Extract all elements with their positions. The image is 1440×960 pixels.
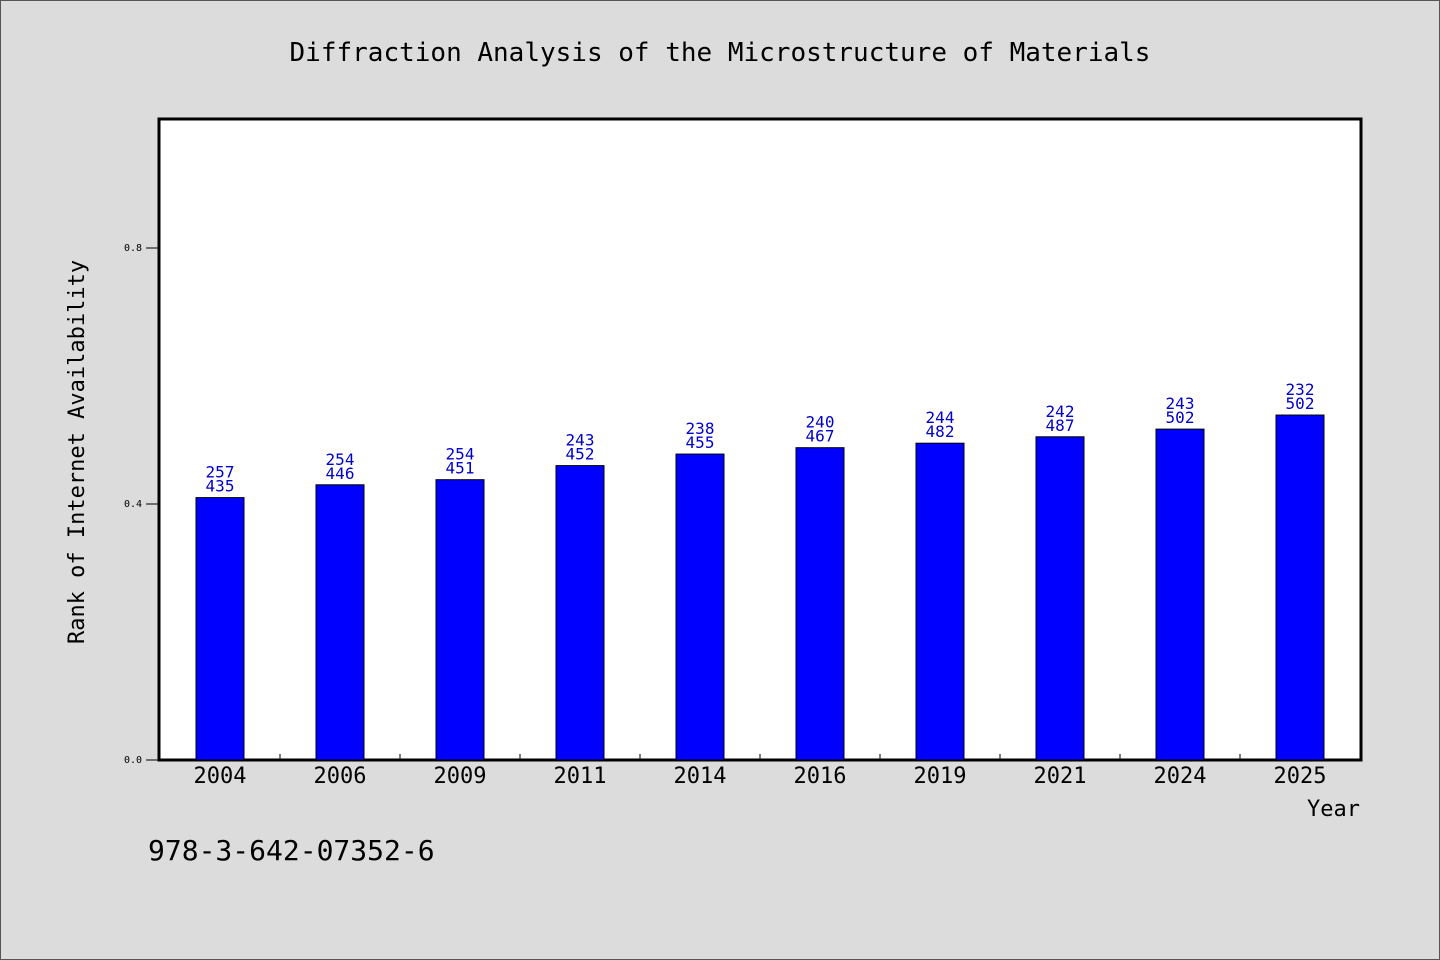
x-axis-label: Year: [1307, 797, 1360, 822]
x-tick-label: 2016: [794, 764, 847, 789]
bar: [1275, 414, 1325, 761]
bars-group: 2574352544462544512434522384552404672444…: [195, 380, 1325, 761]
data-label-top: 232: [1286, 380, 1315, 399]
data-label-top: 240: [806, 413, 835, 432]
data-label-bottom: 435: [206, 477, 235, 496]
footer-isbn: 978-3-642-07352-6: [148, 834, 435, 867]
bar: [555, 465, 605, 761]
data-label-top: 254: [326, 450, 355, 469]
data-label-top: 243: [566, 431, 595, 450]
y-tick-label: 0.0: [124, 755, 142, 766]
y-axis-label: Rank of Internet Availability: [65, 260, 90, 644]
y-axis-ticks: 0.0 0.4 0.8: [124, 243, 160, 766]
data-label-top: 243: [1166, 394, 1195, 413]
bar: [1155, 428, 1205, 761]
data-label-bottom: 452: [566, 445, 595, 464]
x-tick-label: 2014: [674, 764, 727, 789]
x-tick-label: 2021: [1034, 764, 1087, 789]
bar: [795, 447, 845, 761]
x-tick-label: 2006: [314, 764, 367, 789]
x-tick-label: 2024: [1154, 764, 1207, 789]
data-label-top: 244: [926, 408, 955, 427]
bar: [915, 442, 965, 761]
data-label-bottom: 482: [926, 422, 955, 441]
data-label-top: 242: [1046, 402, 1075, 421]
y-tick-label: 0.8: [124, 243, 142, 254]
x-tick-label: 2011: [554, 764, 607, 789]
data-label-top: 238: [686, 419, 715, 438]
data-label-bottom: 455: [686, 433, 715, 452]
x-tick-label: 2009: [434, 764, 487, 789]
x-axis-ticks: 2004 2006 2009 2011 2014 2016 2019 2021 2024 2025: [194, 754, 1327, 789]
chart-title: Diffraction Analysis of the Microstructu…: [290, 38, 1151, 68]
x-tick-label: 2019: [914, 764, 967, 789]
data-label-bottom: 451: [446, 459, 475, 478]
x-tick-label: 2025: [1274, 764, 1327, 789]
data-label-bottom: 446: [326, 464, 355, 483]
x-tick-label: 2004: [194, 764, 247, 789]
y-tick-label: 0.4: [124, 499, 142, 510]
bar: [435, 479, 485, 761]
data-label-bottom: 467: [806, 427, 835, 446]
data-label-bottom: 487: [1046, 416, 1075, 435]
data-label-bottom: 502: [1286, 394, 1315, 413]
data-label-bottom: 502: [1166, 408, 1195, 427]
data-label-top: 257: [206, 463, 235, 482]
data-label-top: 254: [446, 445, 475, 464]
bar: [195, 497, 245, 761]
bar: [1035, 436, 1085, 761]
bar: [315, 484, 365, 761]
bar: [675, 453, 725, 761]
